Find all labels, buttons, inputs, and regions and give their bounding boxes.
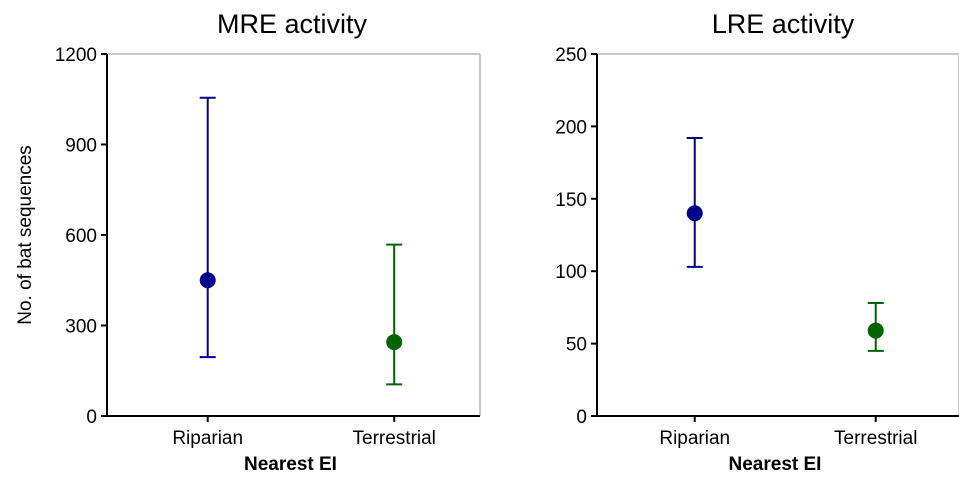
x-axis-title: Nearest EI	[244, 454, 337, 475]
y-tick-label: 600	[65, 226, 97, 247]
y-tick-label: 1200	[55, 45, 97, 66]
y-tick-label: 0	[576, 407, 587, 428]
x-tick-label: Riparian	[172, 428, 243, 449]
x-tick-label: Riparian	[659, 428, 730, 449]
data-point-riparian	[686, 205, 703, 222]
x-axis-title: Nearest EI	[729, 454, 822, 475]
y-tick-label: 900	[65, 136, 97, 157]
data-point-riparian	[199, 272, 216, 289]
chart-title: LRE activity	[712, 9, 855, 39]
y-tick-label: 100	[555, 262, 587, 283]
panel-1: MRE activity 0 300 600 900 1200 Riparian Terres…	[15, 9, 481, 475]
y-tick-label: 200	[555, 117, 587, 138]
y-tick-label: 150	[555, 190, 587, 211]
y-tick-label: 0	[86, 407, 97, 428]
panel-2: LRE activity 0 50 100 150 200 250 Riparian Terre…	[555, 9, 959, 475]
data-point-terrestrial	[386, 334, 403, 351]
y-axis-title: No. of bat sequences	[15, 145, 36, 325]
y-tick-label: 250	[555, 45, 587, 66]
x-tick-label: Terrestrial	[353, 428, 436, 449]
data-point-terrestrial	[867, 322, 884, 339]
y-tick-label: 50	[566, 335, 587, 356]
chart-title: MRE activity	[217, 9, 368, 39]
y-tick-label: 300	[65, 317, 97, 338]
x-tick-label: Terrestrial	[834, 428, 917, 449]
